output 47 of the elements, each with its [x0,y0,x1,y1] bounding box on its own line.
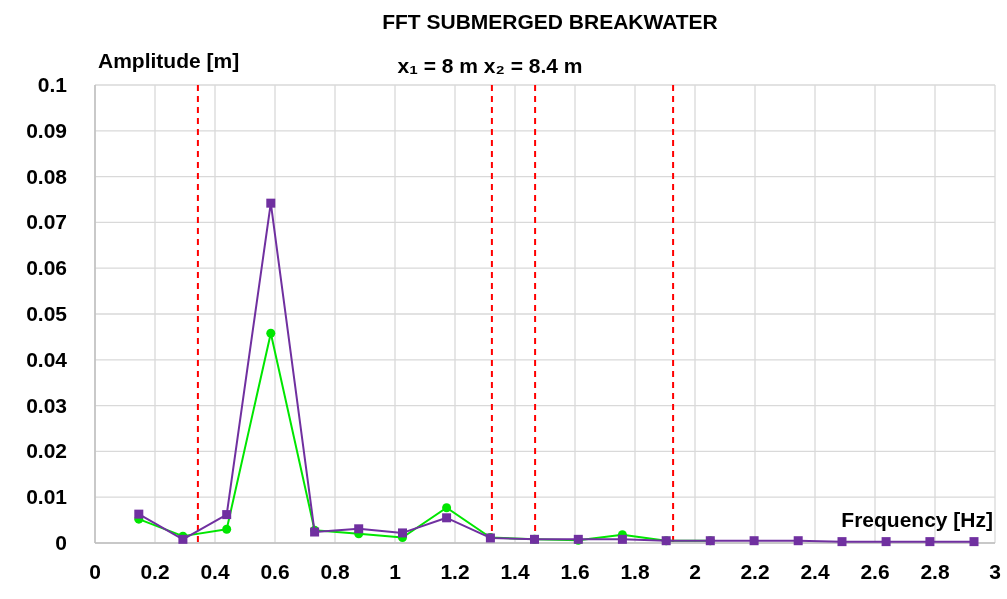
y-tick-label: 0 [55,531,67,554]
y-tick-label: 0.05 [26,302,68,325]
point [134,509,144,519]
point [925,537,935,547]
x-tick-label: 1.4 [500,560,530,583]
x-tick-label: 0 [89,560,101,583]
point [222,524,232,534]
x-tick-label: 0.8 [320,560,350,583]
x-tick-label: 2.4 [800,560,830,583]
point [442,503,452,513]
chart-subtitle: x₁ = 8 m x₂ = 8.4 m [397,54,583,77]
y-axis-title: Amplitude [m] [98,49,240,72]
x-tick-label: 2.6 [860,560,890,583]
y-tick-label: 0.08 [26,164,68,188]
y-tick-label: 0.01 [26,485,68,509]
point [266,328,276,338]
x-tick-label: 2.8 [920,560,950,583]
chart-title: FFT SUBMERGED BREAKWATER [382,10,718,33]
x-tick-label: 3 [989,560,1001,583]
y-tick-label: 0.1 [37,73,68,96]
point [969,537,979,547]
point [749,536,759,546]
x-tick-label: 1.6 [560,560,590,583]
x-tick-label: 1.2 [440,560,470,583]
point [266,198,276,208]
point [617,534,627,544]
y-tick-label: 0.06 [26,256,67,280]
x-tick-label: 1.8 [620,560,650,583]
y-tick-label: 0.09 [26,118,67,142]
x-tick-label: 0.2 [140,560,170,583]
point [354,524,364,534]
x-tick-label: 1 [389,560,402,583]
x-tick-label: 2.2 [740,560,770,583]
point [222,510,232,520]
x-axis-title: Frequency [Hz] [841,508,993,531]
point [442,513,452,523]
point [881,537,891,547]
x-tick-label: 2 [689,560,701,583]
y-tick-label: 0.07 [26,210,67,234]
y-tick-label: 0.04 [26,347,68,371]
point [398,528,407,538]
x-tick-label: 0.4 [200,560,230,583]
y-tick-label: 0.02 [26,439,67,463]
y-tick-label: 0.03 [26,393,67,417]
x-tick-label: 0.6 [260,560,290,583]
point [837,537,847,547]
point [793,536,803,546]
